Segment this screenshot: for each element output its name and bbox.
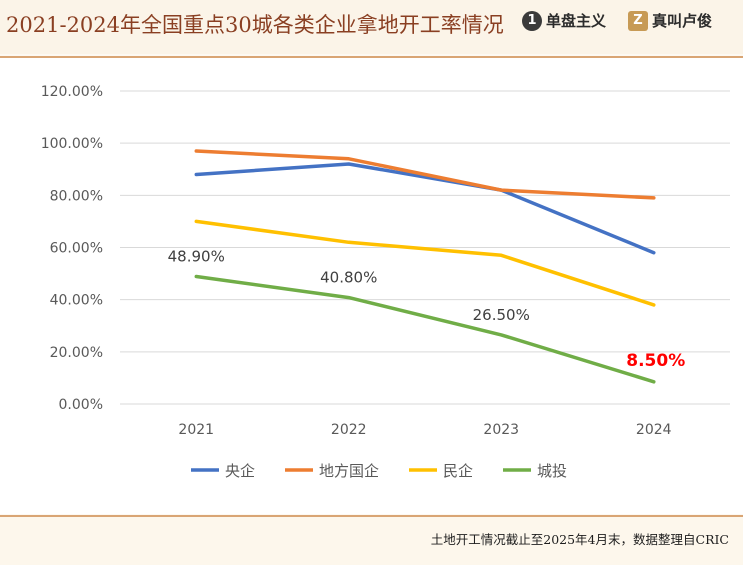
x-tick-label: 2022 bbox=[331, 422, 367, 438]
source-note: 土地开工情况截止至2025年4月末，数据整理自CRIC bbox=[430, 532, 729, 547]
line-chart: 0.00% 20.00% 40.00% 60.00% 80.00% 100.00% 120.… bbox=[41, 84, 730, 480]
footer: 土地开工情况截止至2025年4月末，数据整理自CRIC bbox=[0, 517, 743, 565]
legend-label: 央企 bbox=[225, 462, 255, 480]
data-label: 26.50% bbox=[473, 306, 530, 324]
data-label: 8.50% bbox=[626, 351, 685, 371]
y-tick-label: 40.00% bbox=[50, 293, 103, 309]
brand-danpan-name: 单盘主义 bbox=[546, 12, 607, 30]
series-line bbox=[194, 162, 656, 255]
header: 2021-2024年全国重点30城各类企业拿地开工率情况 1 单盘主义 Z 真叫… bbox=[0, 0, 743, 54]
header-divider bbox=[0, 56, 743, 58]
page-title: 2021-2024年全国重点30城各类企业拿地开工率情况 bbox=[6, 13, 504, 37]
brand-danpan: 1 单盘主义 bbox=[522, 10, 606, 31]
danpan-logo-icon: 1 bbox=[522, 10, 542, 31]
y-tick-label: 80.00% bbox=[50, 188, 103, 204]
legend-label: 民企 bbox=[443, 462, 473, 480]
data-label: 40.80% bbox=[320, 269, 377, 287]
x-tick-label: 2024 bbox=[636, 422, 672, 438]
y-tick-labels: 0.00% 20.00% 40.00% 60.00% 80.00% 100.00% 120.… bbox=[41, 84, 103, 413]
legend-label: 地方国企 bbox=[319, 462, 379, 480]
footer-divider bbox=[0, 515, 743, 517]
chart-area: 0.00% 20.00% 40.00% 60.00% 80.00% 100.00% 120.… bbox=[0, 58, 743, 514]
y-tick-label: 20.00% bbox=[50, 345, 103, 361]
series-line bbox=[194, 274, 656, 384]
x-tick-label: 2023 bbox=[483, 422, 519, 438]
y-tick-label: 0.00% bbox=[59, 397, 103, 413]
series-line bbox=[194, 219, 656, 307]
data-label: 48.90% bbox=[168, 247, 225, 265]
x-tick-label: 2021 bbox=[178, 422, 214, 438]
data-labels: 48.90% 40.80% 26.50% 8.50% bbox=[168, 247, 686, 370]
series-lines bbox=[194, 149, 656, 384]
x-tick-labels: 2021 2022 2023 2024 bbox=[178, 422, 671, 438]
brand-lujun: Z 真叫卢俊 bbox=[628, 10, 712, 31]
y-tick-label: 60.00% bbox=[50, 241, 103, 257]
legend: 央企 地方国企 民企 城投 bbox=[191, 462, 567, 480]
brand-lujun-name: 真叫卢俊 bbox=[652, 12, 713, 30]
legend-label: 城投 bbox=[537, 462, 567, 480]
lujun-logo-icon: Z bbox=[628, 10, 648, 31]
y-tick-label: 100.00% bbox=[41, 136, 103, 152]
series-line bbox=[194, 149, 656, 200]
y-tick-label: 120.00% bbox=[41, 84, 103, 100]
